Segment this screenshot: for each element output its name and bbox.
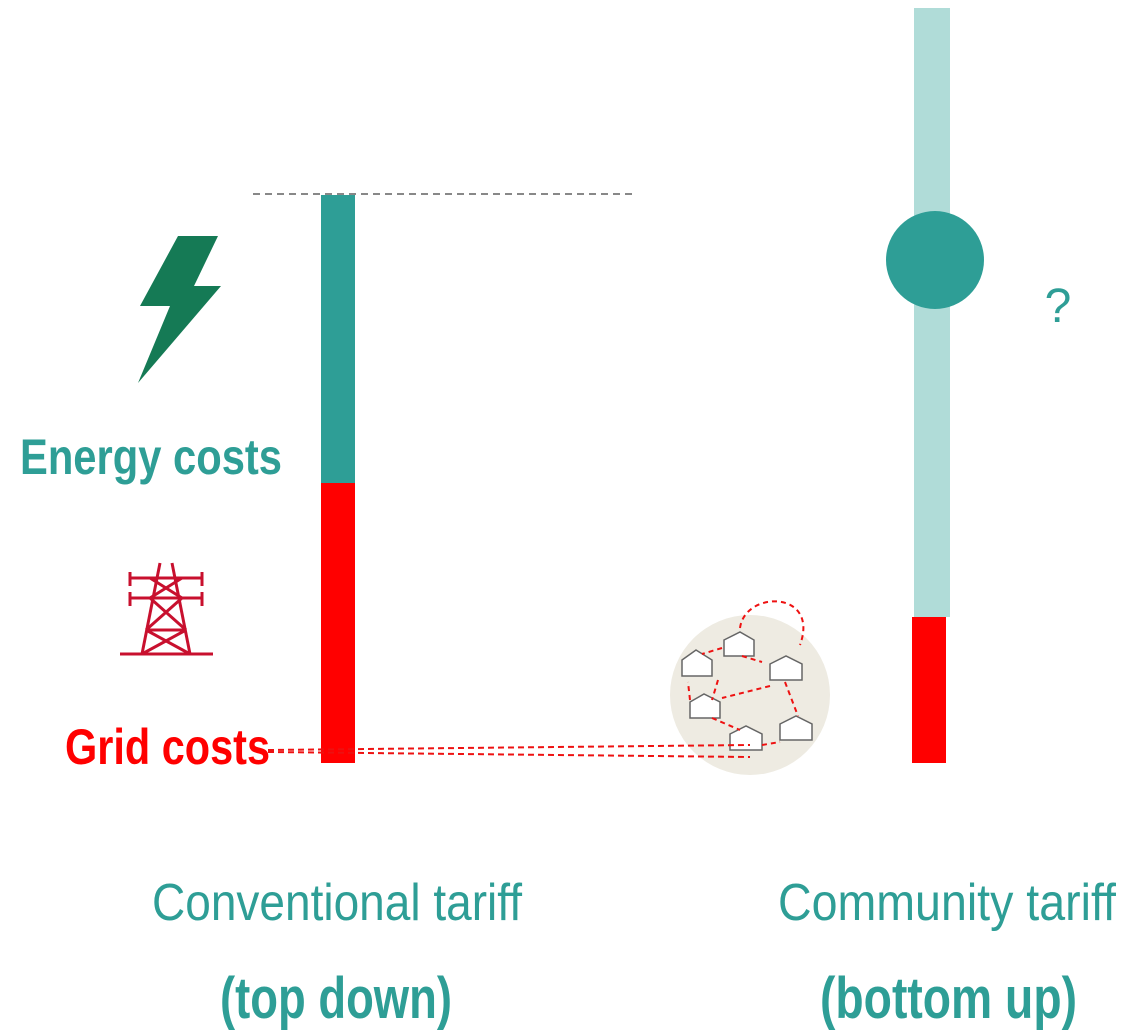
grid-segment — [321, 483, 355, 763]
energy-costs-label: Energy costs — [20, 429, 282, 485]
slider-knob — [886, 211, 984, 309]
column-subtitle: (top down) — [220, 966, 452, 1031]
diagram: ? Energy costs Grid costs Conventional t… — [0, 0, 1146, 1031]
energy-icon — [138, 236, 221, 383]
energy-range — [914, 8, 950, 617]
grid-segment — [912, 617, 946, 763]
column-title: Conventional tariff — [152, 874, 522, 932]
grid-costs-label: Grid costs — [65, 719, 270, 775]
energy-segment — [321, 195, 355, 483]
column-subtitle: (bottom up) — [820, 966, 1077, 1031]
column-title: Community tariff — [778, 874, 1116, 932]
grid-icon — [120, 563, 213, 654]
unknown-label: ? — [1045, 280, 1072, 333]
page: {"labels": {"energy_costs": "Energy cost… — [0, 0, 1146, 1031]
